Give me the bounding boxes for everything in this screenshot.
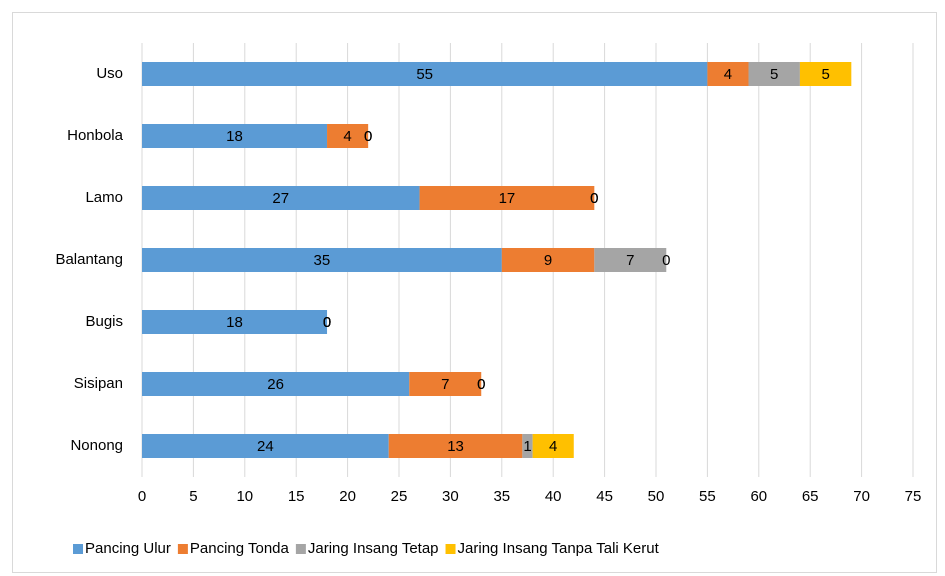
x-tick-label: 60 (750, 488, 767, 505)
data-label: 0 (477, 376, 485, 393)
data-label: 1 (523, 438, 531, 455)
legend-label: Pancing Tonda (190, 540, 290, 557)
x-tick-label: 30 (442, 488, 459, 505)
data-label: 13 (447, 438, 464, 455)
legend-label: Pancing Ulur (85, 540, 171, 557)
legend-swatch (177, 544, 188, 554)
x-tick-label: 45 (596, 488, 613, 505)
bar-segment (522, 434, 533, 458)
data-label: 0 (364, 128, 372, 145)
bar-segment (501, 248, 595, 272)
x-tick-label: 65 (802, 488, 819, 505)
data-label: 5 (821, 66, 829, 83)
y-tick-label: Lamo (85, 189, 123, 206)
bar-segment (419, 186, 595, 210)
x-tick-label: 0 (138, 488, 146, 505)
bar-segment (327, 124, 369, 148)
data-label: 4 (724, 66, 732, 83)
y-tick-label: Uso (96, 65, 123, 82)
data-label: 35 (314, 252, 331, 269)
bar-segment (142, 310, 328, 334)
data-label: 55 (416, 66, 433, 83)
bar-segment (142, 186, 420, 210)
data-label: 18 (226, 128, 243, 145)
bar-segment (142, 124, 328, 148)
legend-swatch (295, 544, 306, 554)
data-label: 0 (662, 252, 670, 269)
bar-segment (748, 62, 800, 86)
data-label: 17 (499, 190, 516, 207)
data-label: 18 (226, 314, 243, 331)
data-label: 0 (364, 128, 372, 145)
data-label: 7 (441, 376, 449, 393)
data-label: 0 (590, 190, 598, 207)
data-label: 0 (590, 190, 598, 207)
y-tick-label: Nonong (70, 437, 123, 454)
bar-segment (142, 372, 410, 396)
legend-swatch (445, 544, 456, 554)
x-tick-label: 20 (339, 488, 356, 505)
chart-frame (12, 12, 937, 573)
data-label: 26 (267, 376, 284, 393)
x-tick-label: 70 (853, 488, 870, 505)
x-tick-label: 25 (391, 488, 408, 505)
x-tick-label: 10 (236, 488, 253, 505)
bar-segment (707, 62, 749, 86)
data-label: 9 (544, 252, 552, 269)
x-tick-label: 55 (699, 488, 716, 505)
y-tick-label: Sisipan (74, 375, 123, 392)
data-label: 0 (477, 376, 485, 393)
y-tick-label: Bugis (85, 313, 123, 330)
data-label: 7 (626, 252, 634, 269)
x-tick-label: 5 (189, 488, 197, 505)
data-label: 4 (343, 128, 351, 145)
bar-segment (142, 434, 389, 458)
data-label: 0 (323, 314, 331, 331)
data-label: 5 (770, 66, 778, 83)
x-tick-label: 75 (905, 488, 922, 505)
x-tick-label: 35 (493, 488, 510, 505)
bar-segment (799, 62, 852, 86)
legend-label: Jaring Insang Tanpa Tali Kerut (458, 540, 660, 557)
data-label: 0 (323, 314, 331, 331)
x-tick-label: 15 (288, 488, 305, 505)
bar-segment (388, 434, 523, 458)
x-tick-label: 50 (648, 488, 665, 505)
bar-segment (142, 248, 502, 272)
legend-swatch (73, 544, 83, 554)
bar-segment (594, 248, 667, 272)
bar-segment (409, 372, 482, 396)
data-label: 24 (257, 438, 274, 455)
bar-segment (532, 434, 574, 458)
y-tick-label: Honbola (67, 127, 124, 144)
y-tick-label: Balantang (55, 251, 123, 268)
x-tick-label: 40 (545, 488, 562, 505)
legend-label: Jaring Insang Tetap (308, 540, 439, 557)
data-label: 27 (272, 190, 289, 207)
bar-segment (142, 62, 708, 86)
data-label: 4 (549, 438, 557, 455)
data-label: 0 (323, 314, 331, 331)
